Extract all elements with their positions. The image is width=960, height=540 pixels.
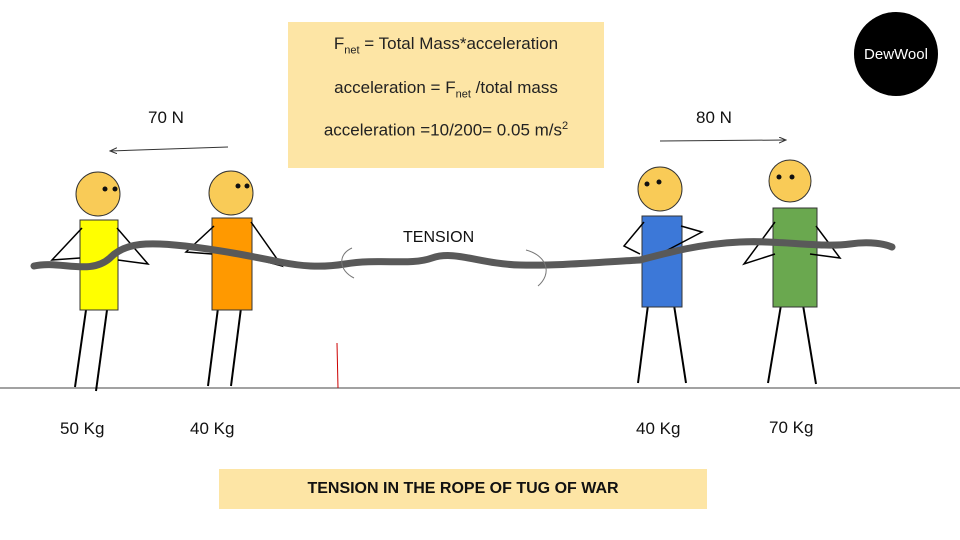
person-2-shirt (211, 217, 253, 311)
formula-3-text: acceleration =10/200= 0.05 m/s (323, 120, 563, 140)
person-1 (50, 171, 150, 392)
rope (30, 238, 896, 271)
person-1-leg-right (95, 309, 108, 392)
mass-label-person-4: 70 Kg (769, 418, 814, 437)
formula-2-subscript: net (455, 88, 471, 101)
person-3 (622, 166, 705, 384)
person-4-arm-left (742, 221, 776, 266)
person-3-eye (644, 181, 650, 187)
person-1-eye (112, 186, 118, 192)
formula-1-rhs: = Total Mass*acceleration (364, 34, 559, 53)
person-4-leg-right (802, 304, 817, 385)
person-3-head (637, 166, 683, 212)
person-4 (742, 159, 842, 385)
person-3-eye (656, 179, 662, 185)
dewwool-logo: DewWool (854, 12, 938, 96)
person-2-eye (235, 183, 241, 189)
person-1-arm-left (50, 227, 83, 261)
tension-mark-left (341, 247, 355, 279)
person-3-arm-right (659, 225, 705, 255)
formula-net-force: Fnet = Total Mass*acceleration (288, 34, 604, 56)
left-force-label: 70 N (148, 108, 184, 127)
right-force-arrow (659, 140, 786, 141)
person-4-eye (776, 174, 782, 180)
person-3-leg-right (673, 304, 687, 384)
formula-1-lhs: F (333, 34, 345, 53)
person-2-leg-right (230, 307, 242, 387)
person-2-leg-left (207, 307, 219, 387)
logo-text: DewWool (864, 45, 928, 63)
tension-label: TENSION (403, 229, 475, 246)
formula-box: Fnet = Total Mass*acceleration accelerat… (288, 22, 604, 168)
formula-2-rhs: /total mass (475, 78, 558, 97)
formula-1-subscript: net (344, 44, 360, 57)
left-force-arrow (110, 146, 229, 151)
person-4-shirt (772, 207, 818, 308)
diagram-caption: TENSION IN THE ROPE OF TUG OF WAR (219, 469, 707, 509)
formula-2-lhs: acceleration = F (334, 78, 456, 97)
mass-label-person-2: 40 Kg (190, 419, 235, 438)
formula-3-superscript: 2 (562, 120, 569, 132)
person-4-head (768, 159, 812, 203)
person-3-arm-left (622, 221, 645, 255)
formula-acceleration-value: acceleration =10/200= 0.05 m/s2 (288, 120, 604, 141)
tension-mark-right (525, 249, 547, 287)
person-1-head (75, 171, 121, 217)
person-1-arm-right (116, 227, 150, 266)
person-4-leg-left (767, 304, 782, 384)
person-4-arm-right (809, 225, 842, 259)
right-force-label: 80 N (696, 108, 732, 127)
formula-acceleration: acceleration = Fnet /total mass (288, 78, 604, 100)
center-marker (336, 342, 339, 389)
person-2-head (208, 170, 254, 216)
person-3-leg-left (637, 304, 649, 384)
caption-text: TENSION IN THE ROPE OF TUG OF WAR (307, 480, 619, 497)
person-2-arm-left (184, 225, 215, 255)
mass-label-person-1: 50 Kg (60, 419, 105, 438)
person-1-eye (102, 186, 108, 192)
person-2-eye (244, 183, 250, 189)
mass-label-person-3: 40 Kg (636, 419, 681, 438)
person-4-eye (789, 174, 795, 180)
person-3-shirt (641, 215, 683, 308)
person-2 (184, 170, 284, 387)
person-1-leg-left (74, 309, 87, 388)
